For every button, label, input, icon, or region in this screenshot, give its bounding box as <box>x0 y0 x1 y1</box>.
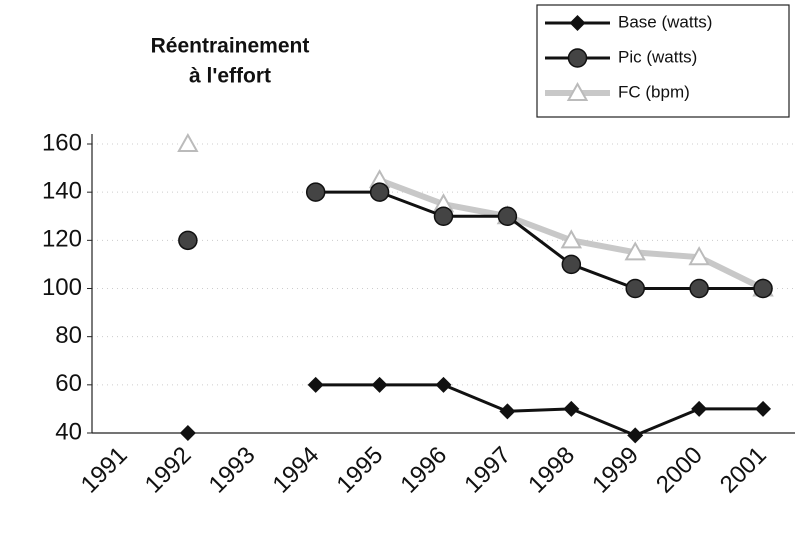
marker <box>625 278 645 299</box>
marker <box>499 403 516 420</box>
legend-label: FC (bpm) <box>618 82 690 101</box>
marker <box>177 132 199 152</box>
marker <box>371 376 388 393</box>
marker <box>689 278 709 299</box>
marker <box>691 400 708 417</box>
x-tick-label: 1999 <box>587 442 644 499</box>
legend-marker <box>566 81 589 101</box>
marker <box>179 425 196 441</box>
x-tick-label: 1995 <box>331 442 388 499</box>
y-tick-label: 160 <box>42 129 82 156</box>
marker <box>369 182 390 202</box>
marker <box>624 241 646 261</box>
y-tick-label: 100 <box>42 274 82 301</box>
marker <box>307 376 324 393</box>
x-tick-label: 1994 <box>268 442 325 499</box>
x-tick-label: 1996 <box>395 442 452 499</box>
x-tick-label: 1992 <box>140 442 197 499</box>
marker <box>755 400 772 417</box>
marker <box>178 230 198 251</box>
legend-marker <box>567 48 588 68</box>
x-tick-label: 1993 <box>204 442 261 499</box>
marker <box>435 376 452 393</box>
y-tick-label: 80 <box>55 322 82 349</box>
y-tick-label: 140 <box>42 178 82 205</box>
series-line <box>315 383 764 437</box>
marker <box>627 427 644 444</box>
marker <box>433 206 454 226</box>
marker <box>561 254 582 275</box>
chart-title: Réentrainement <box>151 35 310 58</box>
legend-label: Base (watts) <box>618 12 712 31</box>
marker <box>305 182 326 202</box>
x-tick-label: 2001 <box>715 442 772 499</box>
x-tick-label: 1997 <box>459 442 516 499</box>
marker <box>688 246 710 266</box>
marker <box>497 206 518 226</box>
marker <box>560 229 583 249</box>
x-tick-label: 1998 <box>523 442 580 499</box>
series-line <box>315 190 764 290</box>
y-tick-label: 120 <box>42 226 82 253</box>
chart-title: à l'effort <box>189 65 271 88</box>
y-tick-label: 40 <box>55 418 82 445</box>
legend-marker <box>569 15 586 31</box>
marker <box>563 400 580 417</box>
legend-label: Pic (watts) <box>618 47 697 66</box>
x-tick-label: 1991 <box>76 442 133 499</box>
marker <box>753 278 773 299</box>
y-tick-label: 60 <box>55 370 82 397</box>
x-tick-label: 2000 <box>651 442 708 499</box>
